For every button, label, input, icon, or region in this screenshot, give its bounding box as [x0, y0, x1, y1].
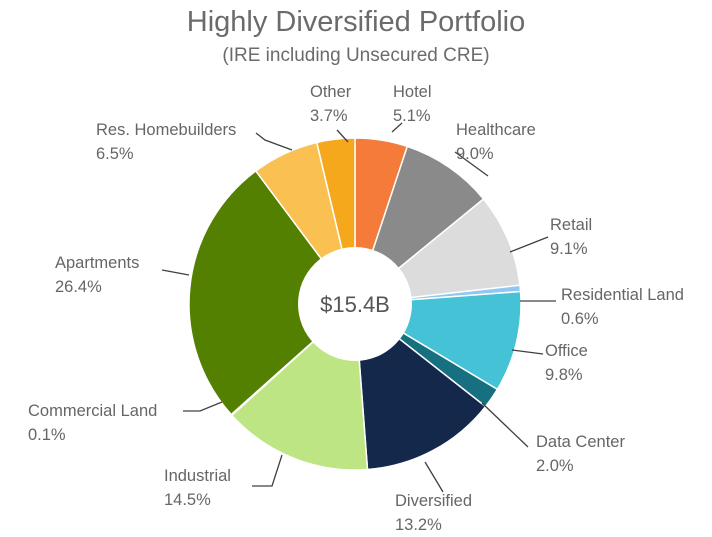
- leader-line-industrial: [252, 454, 283, 487]
- leader-line-res-homebuilders: [255, 132, 293, 151]
- leader-line-office: [511, 349, 544, 355]
- chart-title: Highly Diversified Portfolio: [186, 6, 526, 38]
- slice-value-retail: 9.1%: [550, 240, 588, 258]
- slice-name-commercial-land: Commercial Land: [28, 402, 157, 420]
- center-total-label: $15.4B: [320, 292, 390, 317]
- slice-name-data-center: Data Center: [536, 433, 625, 451]
- slice-value-healthcare: 9.0%: [456, 145, 494, 163]
- slice-value-hotel: 5.1%: [393, 107, 431, 125]
- slice-value-residential-land: 0.6%: [561, 310, 599, 328]
- slice-apartments: [188, 169, 357, 416]
- leader-line-diversified: [424, 461, 444, 493]
- leader-line-apartments: [161, 269, 190, 276]
- donut-hole: [298, 247, 412, 361]
- leader-line-retail: [509, 236, 549, 253]
- slice-value-data-center: 2.0%: [536, 457, 574, 475]
- slice-value-industrial: 14.5%: [164, 491, 211, 509]
- slice-value-office: 9.8%: [545, 366, 583, 384]
- slice-name-res-homebuilders: Res. Homebuilders: [96, 121, 236, 139]
- leader-line-commercial-land: [183, 401, 223, 412]
- slice-name-other: Other: [310, 83, 352, 101]
- slice-value-diversified: 13.2%: [395, 516, 442, 534]
- slice-name-healthcare: Healthcare: [456, 121, 536, 139]
- slice-name-apartments: Apartments: [55, 254, 139, 272]
- slice-name-retail: Retail: [550, 216, 592, 234]
- leader-line-healthcare: [454, 151, 489, 177]
- leader-line-other: [336, 129, 349, 143]
- slice-value-res-homebuilders: 6.5%: [96, 145, 134, 163]
- leader-line-hotel: [391, 122, 403, 133]
- chart-subtitle: (IRE including Unsecured CRE): [222, 45, 490, 66]
- leader-line-data-center: [481, 402, 529, 448]
- slice-name-diversified: Diversified: [395, 492, 472, 510]
- slice-name-hotel: Hotel: [393, 83, 432, 101]
- slice-value-commercial-land: 0.1%: [28, 426, 66, 444]
- slice-name-residential-land: Residential Land: [561, 286, 684, 304]
- slice-value-other: 3.7%: [310, 107, 348, 125]
- slice-name-office: Office: [545, 342, 588, 360]
- slice-value-apartments: 26.4%: [55, 278, 102, 296]
- slice-name-industrial: Industrial: [164, 467, 231, 485]
